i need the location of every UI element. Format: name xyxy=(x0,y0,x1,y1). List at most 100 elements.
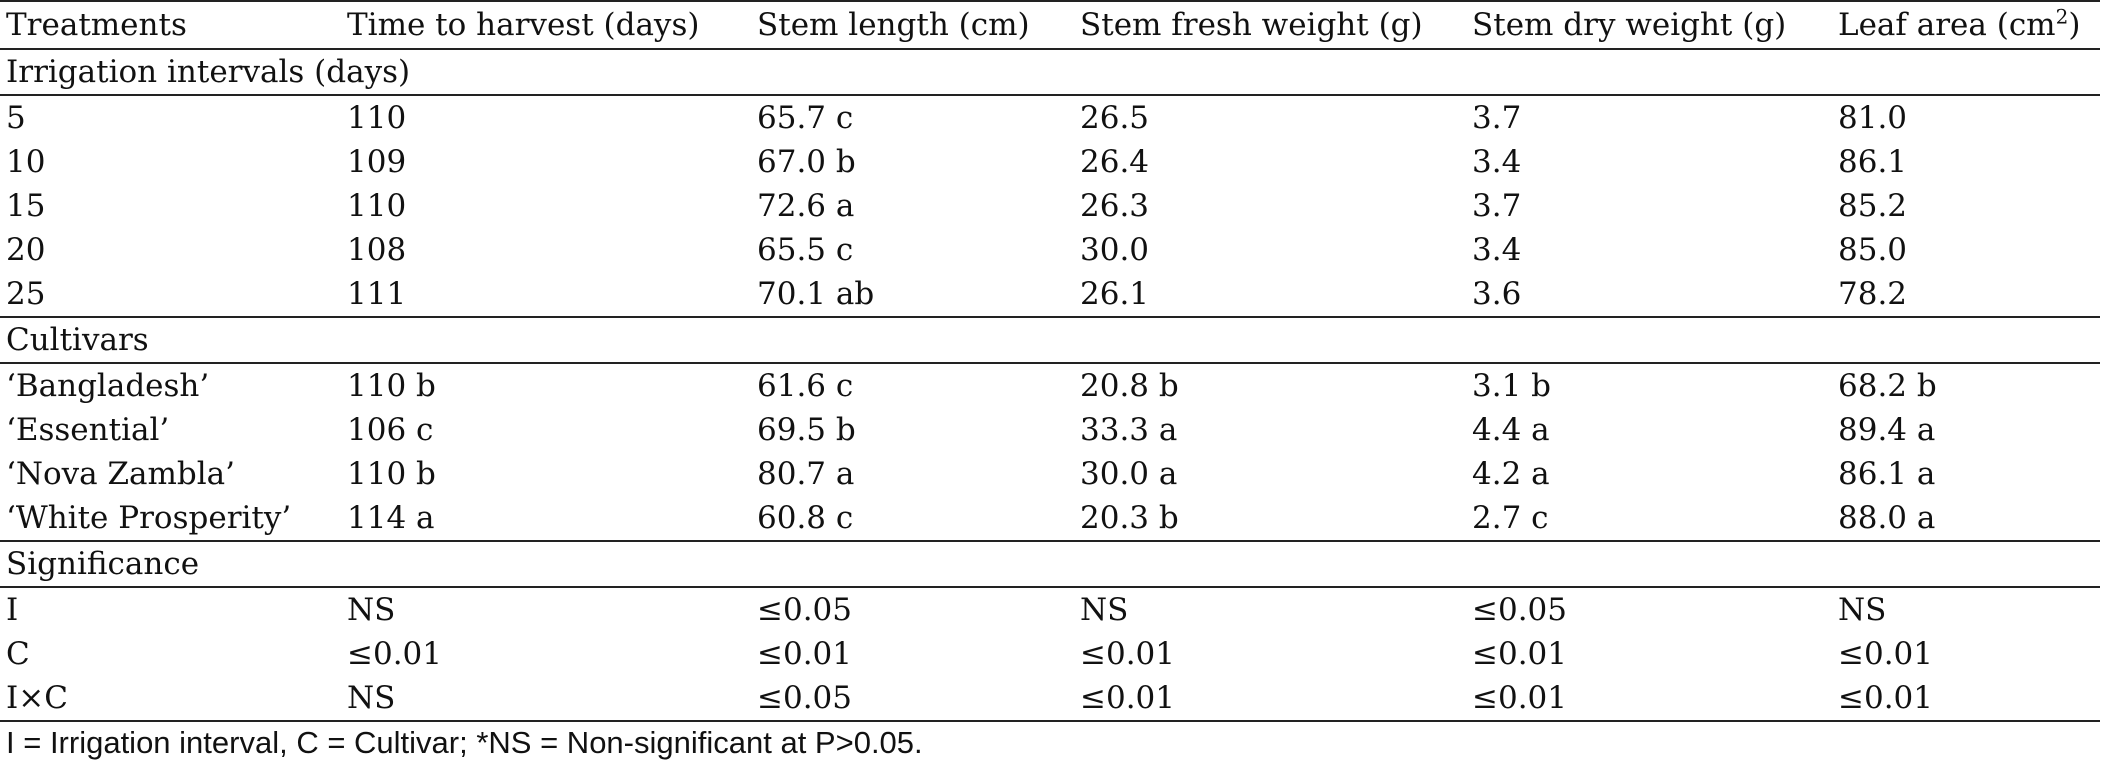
table-row: ‘Essential’ 106 c 69.5 b 33.3 a 4.4 a 89.4 a xyxy=(0,408,2100,452)
table-row: 25 111 70.1 ab 26.1 3.6 78.2 xyxy=(0,272,2100,318)
table-cell: 5 xyxy=(6,99,26,136)
table-cell: 20.3 b xyxy=(1074,496,1466,542)
table-cell: 72.6 a xyxy=(757,187,855,224)
table-row: 15 110 72.6 a 26.3 3.7 85.2 xyxy=(0,184,2100,228)
table-cell: 26.5 xyxy=(1080,99,1150,136)
table-cell: 3.4 xyxy=(1472,143,1522,180)
section-header-row: Significance xyxy=(0,541,2100,588)
table-cell: 86.1 xyxy=(1838,143,1908,180)
table-cell: 20 xyxy=(6,231,46,268)
table-cell: NS xyxy=(1080,591,1129,628)
table-cell: ‘Nova Zambla’ xyxy=(6,455,236,492)
table-cell: NS xyxy=(341,676,751,722)
table-cell: ‘Essential’ xyxy=(6,411,170,448)
table-cell: 110 xyxy=(347,99,407,136)
table-cell: I xyxy=(6,591,19,628)
table-body: Irrigation intervals (days) 5 110 65.7 c 26.… xyxy=(0,49,2100,722)
table-cell: 80.7 a xyxy=(757,455,855,492)
table-cell: 88.0 a xyxy=(1832,496,2100,542)
table-cell: 114 a xyxy=(341,496,751,542)
table-row: I NS ≤0.05 NS ≤0.05 NS xyxy=(0,587,2100,632)
table-cell: ≤0.05 xyxy=(1472,591,1567,628)
table-cell: 25 xyxy=(0,272,341,318)
table-cell: 85.2 xyxy=(1838,187,1908,224)
table-cell: ≤0.01 xyxy=(1832,676,2100,722)
table-cell: 110 xyxy=(347,187,407,224)
table-footnote: I = Irrigation interval, C = Cultivar; *… xyxy=(6,725,923,760)
table-cell: ≤0.01 xyxy=(1466,676,1832,722)
table-cell: 60.8 c xyxy=(751,496,1074,542)
header-row: Treatments Time to harvest (days) Stem l… xyxy=(0,0,2100,50)
header-leaf-area-superscript: 2 xyxy=(2055,4,2069,29)
table-row: 20 108 65.5 c 30.0 3.4 85.0 xyxy=(0,228,2100,272)
table-row: I×C NS ≤0.05 ≤0.01 ≤0.01 ≤0.01 xyxy=(0,676,2100,722)
header-time-to-harvest: Time to harvest (days) xyxy=(341,0,751,50)
table-cell: ≤0.05 xyxy=(751,676,1074,722)
header-leaf-area-label: Leaf area (cm xyxy=(1838,6,2056,43)
table-cell: 65.7 c xyxy=(757,99,854,136)
table-cell: I×C xyxy=(0,676,341,722)
header-treatments: Treatments xyxy=(0,0,341,50)
table-cell: 30.0 a xyxy=(1080,455,1178,492)
header-stem-fresh-weight: Stem fresh weight (g) xyxy=(1074,0,1466,50)
table-cell: ‘White Prosperity’ xyxy=(0,496,341,542)
table-cell: ≤0.01 xyxy=(757,635,852,672)
table-cell: 70.1 ab xyxy=(751,272,1074,318)
results-table-container: Treatments Time to harvest (days) Stem l… xyxy=(0,0,2100,722)
table-cell: 2.7 c xyxy=(1466,496,1832,542)
table-header: Treatments Time to harvest (days) Stem l… xyxy=(0,0,2100,50)
table-cell: 3.7 xyxy=(1472,187,1522,224)
table-cell: NS xyxy=(347,591,396,628)
table-cell: 67.0 b xyxy=(757,143,856,180)
section-label: Significance xyxy=(0,541,2100,588)
section-label: Cultivars xyxy=(0,317,2100,364)
table-row: 10 109 67.0 b 26.4 3.4 86.1 xyxy=(0,140,2100,184)
header-leaf-area-close: ) xyxy=(2068,6,2081,43)
table-cell: 3.4 xyxy=(1472,231,1522,268)
table-cell: 20.8 b xyxy=(1080,367,1179,404)
table-cell: ≤0.01 xyxy=(1472,635,1567,672)
table-cell: 68.2 b xyxy=(1838,367,1937,404)
header-stem-dry-weight: Stem dry weight (g) xyxy=(1466,0,1832,50)
table-cell: 10 xyxy=(6,143,46,180)
table-row: C ≤0.01 ≤0.01 ≤0.01 ≤0.01 ≤0.01 xyxy=(0,632,2100,676)
table-cell: 4.4 a xyxy=(1472,411,1550,448)
table-cell: ≤0.01 xyxy=(347,635,442,672)
results-table: Treatments Time to harvest (days) Stem l… xyxy=(0,0,2100,722)
section-label: Irrigation intervals (days) xyxy=(0,49,2100,96)
table-cell: 111 xyxy=(341,272,751,318)
table-cell: ≤0.01 xyxy=(1080,635,1175,672)
table-row: ‘Nova Zambla’ 110 b 80.7 a 30.0 a 4.2 a 86.1 … xyxy=(0,452,2100,496)
table-cell: 106 c xyxy=(347,411,434,448)
table-cell: NS xyxy=(1838,591,1887,628)
table-row: 5 110 65.7 c 26.5 3.7 81.0 xyxy=(0,95,2100,140)
table-cell: C xyxy=(6,635,30,672)
table-cell: ‘Bangladesh’ xyxy=(6,367,210,404)
table-cell: 26.1 xyxy=(1074,272,1466,318)
table-cell: 3.1 b xyxy=(1472,367,1551,404)
header-leaf-area: Leaf area (cm2) xyxy=(1832,0,2100,50)
table-cell: 86.1 a xyxy=(1838,455,1936,492)
table-cell: 26.4 xyxy=(1080,143,1150,180)
table-row: ‘White Prosperity’ 114 a 60.8 c 20.3 b 2.7 c… xyxy=(0,496,2100,542)
table-cell: 108 xyxy=(347,231,407,268)
table-cell: 3.7 xyxy=(1472,99,1522,136)
table-cell: 15 xyxy=(6,187,46,224)
table-cell: 3.6 xyxy=(1466,272,1832,318)
table-cell: ≤0.05 xyxy=(757,591,852,628)
table-cell: 110 b xyxy=(347,367,436,404)
table-cell: 69.5 b xyxy=(757,411,856,448)
table-cell: ≤0.01 xyxy=(1838,635,1933,672)
table-cell: 89.4 a xyxy=(1838,411,1936,448)
table-cell: ≤0.01 xyxy=(1074,676,1466,722)
section-header-row: Cultivars xyxy=(0,317,2100,364)
table-row: ‘Bangladesh’ 110 b 61.6 c 20.8 b 3.1 b 68.2 b xyxy=(0,363,2100,408)
table-cell: 81.0 xyxy=(1838,99,1908,136)
section-header-row: Irrigation intervals (days) xyxy=(0,49,2100,96)
table-cell: 110 b xyxy=(347,455,436,492)
table-cell: 26.3 xyxy=(1080,187,1150,224)
table-cell: 78.2 xyxy=(1832,272,2100,318)
table-cell: 109 xyxy=(347,143,407,180)
table-cell: 30.0 xyxy=(1080,231,1150,268)
header-stem-length: Stem length (cm) xyxy=(751,0,1074,50)
